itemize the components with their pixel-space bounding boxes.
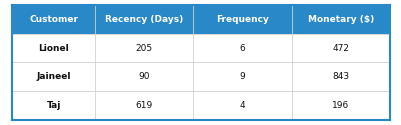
Text: 205: 205 <box>136 44 152 53</box>
Text: 196: 196 <box>331 101 348 110</box>
Text: Taj: Taj <box>47 101 61 110</box>
Text: Monetary ($): Monetary ($) <box>307 15 373 24</box>
Text: 472: 472 <box>332 44 348 53</box>
Bar <box>12 5 389 34</box>
Text: Recency (Days): Recency (Days) <box>105 15 183 24</box>
Text: 6: 6 <box>239 44 245 53</box>
Text: Lionel: Lionel <box>38 44 69 53</box>
Text: 9: 9 <box>239 72 245 81</box>
Text: 90: 90 <box>138 72 150 81</box>
Text: 4: 4 <box>239 101 245 110</box>
Text: 843: 843 <box>332 72 348 81</box>
Text: Jaineel: Jaineel <box>36 72 71 81</box>
Text: Customer: Customer <box>29 15 78 24</box>
Text: 619: 619 <box>136 101 152 110</box>
Text: Frequency: Frequency <box>216 15 268 24</box>
